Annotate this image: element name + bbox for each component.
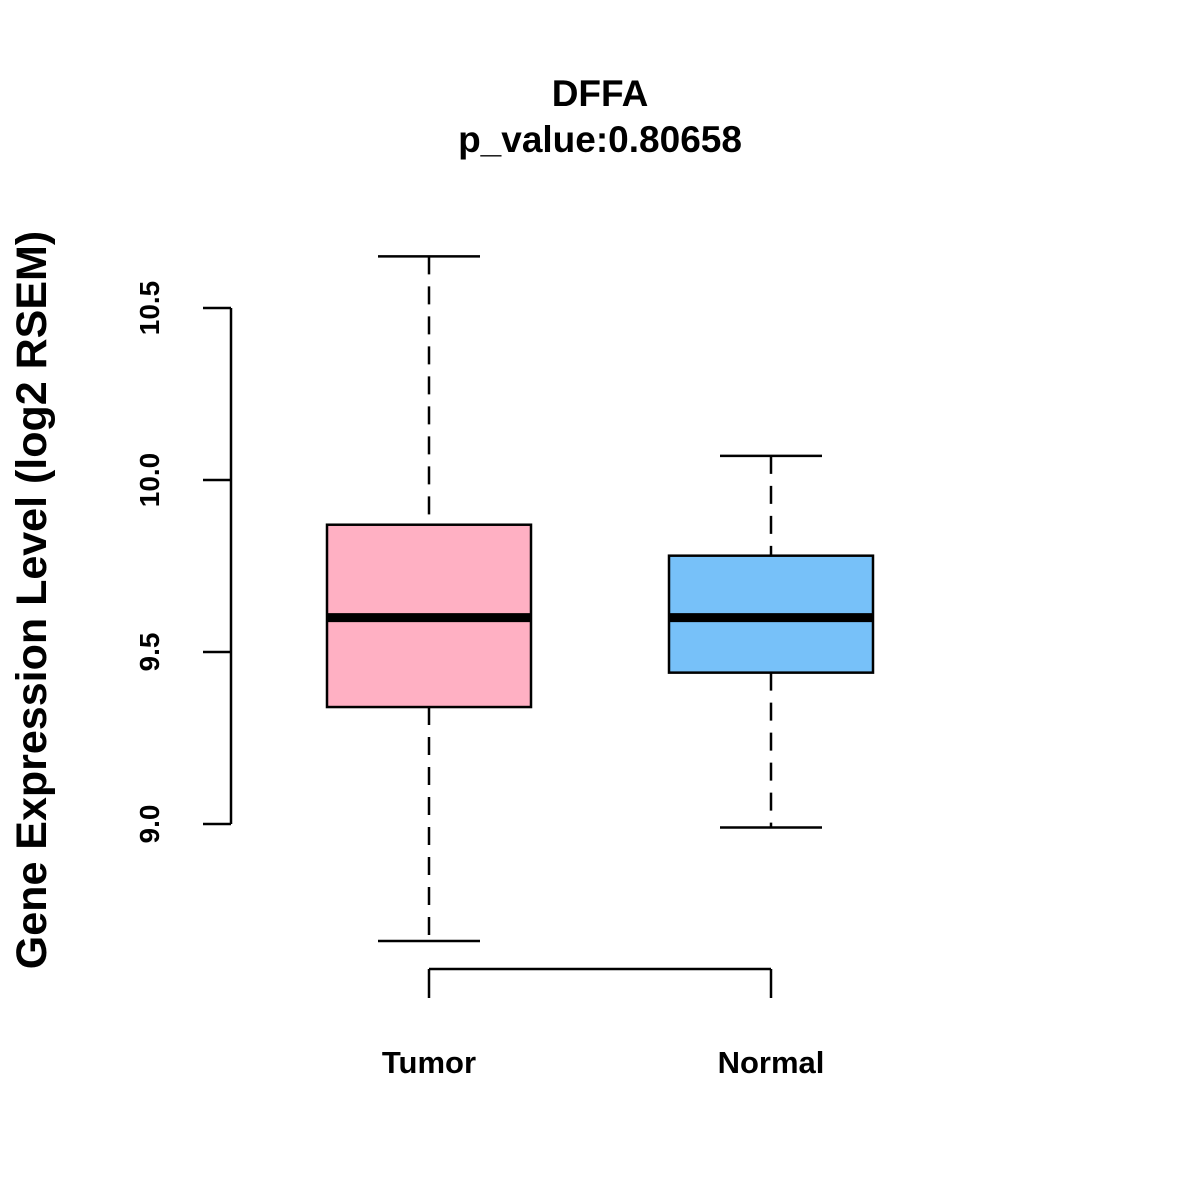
y-tick-label: 10.5 bbox=[134, 281, 165, 336]
y-tick-label: 10.0 bbox=[134, 453, 165, 508]
y-axis-label: Gene Expression Level (log2 RSEM) bbox=[8, 231, 56, 969]
y-axis: 9.0 9.5 10.0 10.5 bbox=[134, 281, 233, 844]
chart-subtitle: p_value:0.80658 bbox=[458, 119, 742, 160]
y-tick-label: 9.0 bbox=[134, 805, 165, 844]
x-axis: Tumor Normal bbox=[382, 967, 825, 1080]
x-category-label: Normal bbox=[718, 1045, 825, 1080]
box-tumor bbox=[325, 255, 533, 943]
boxes-group bbox=[325, 255, 875, 943]
chart-title: DFFA bbox=[552, 73, 649, 114]
y-tick-label: 9.5 bbox=[134, 633, 165, 672]
x-category-label: Tumor bbox=[382, 1045, 476, 1080]
box-normal bbox=[667, 454, 875, 829]
